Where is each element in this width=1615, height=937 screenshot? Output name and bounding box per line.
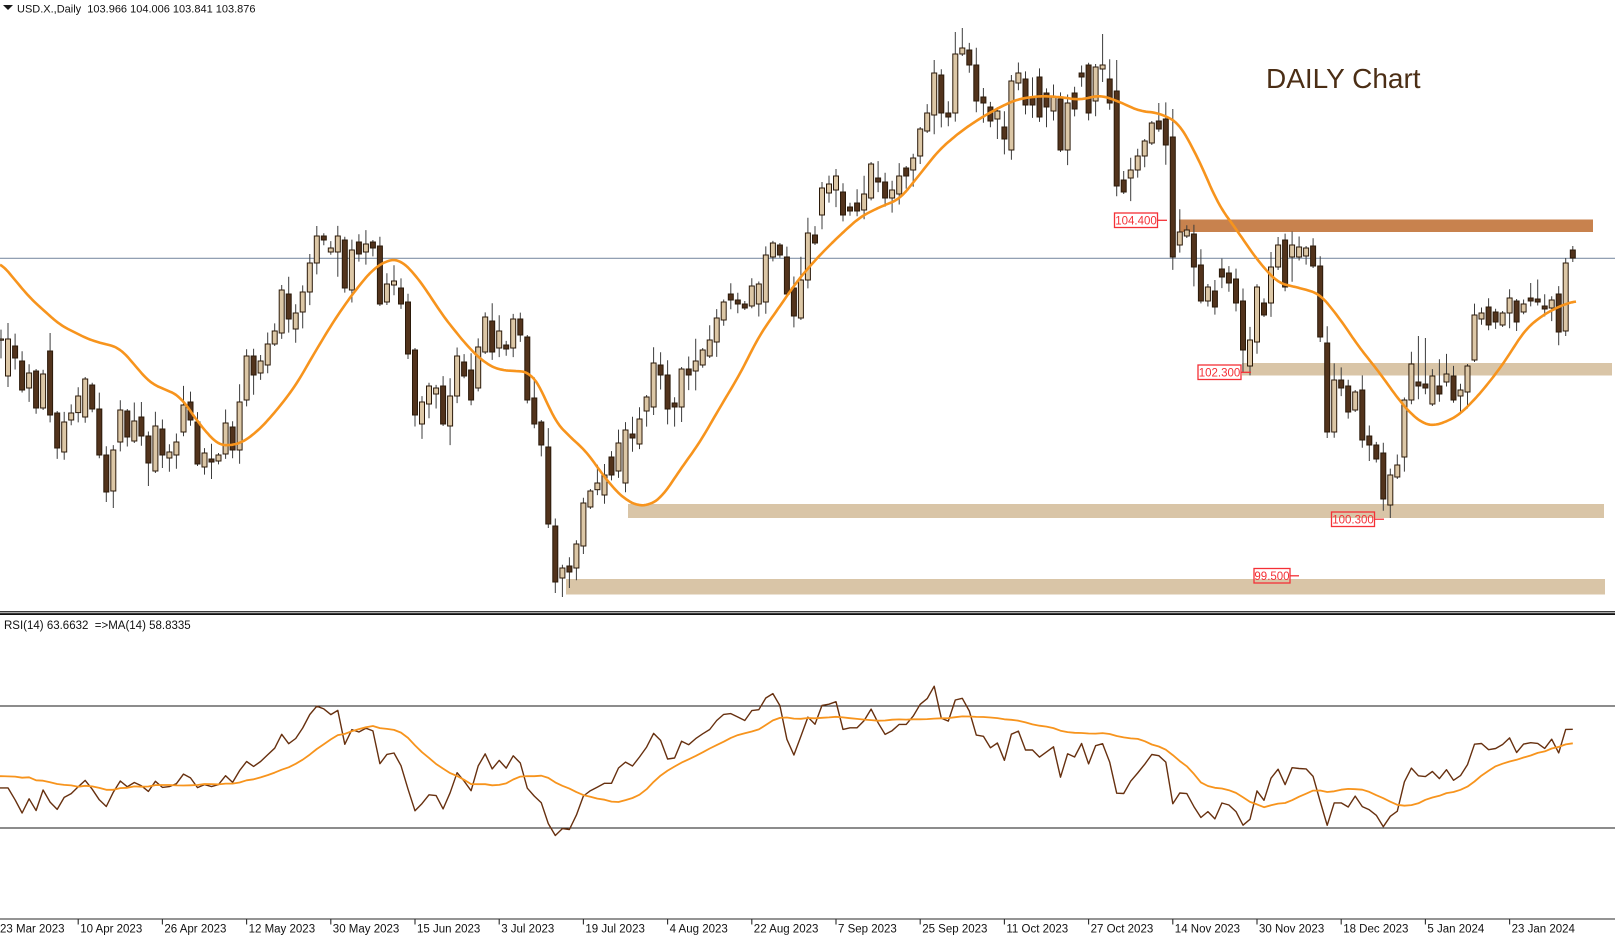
svg-text:100.300: 100.300 <box>1332 514 1374 526</box>
svg-text:11 Oct 2023: 11 Oct 2023 <box>1006 924 1068 936</box>
svg-text:23 Jan 2024: 23 Jan 2024 <box>1512 924 1576 936</box>
svg-text:22 Aug 2023: 22 Aug 2023 <box>754 924 819 936</box>
svg-text:5 Jan 2024: 5 Jan 2024 <box>1427 924 1485 936</box>
svg-text:30 Nov 2023: 30 Nov 2023 <box>1259 924 1324 936</box>
svg-text:12 May 2023: 12 May 2023 <box>249 924 316 936</box>
svg-text:4 Aug 2023: 4 Aug 2023 <box>670 924 728 936</box>
svg-text:99.500: 99.500 <box>1254 571 1289 583</box>
svg-text:14 Nov 2023: 14 Nov 2023 <box>1175 924 1240 936</box>
svg-text:15 Jun 2023: 15 Jun 2023 <box>417 924 480 936</box>
svg-text:3 Jul 2023: 3 Jul 2023 <box>501 924 554 936</box>
svg-text:26 Apr 2023: 26 Apr 2023 <box>164 924 226 936</box>
svg-text:18 Dec 2023: 18 Dec 2023 <box>1343 924 1408 936</box>
svg-text:102.300: 102.300 <box>1199 367 1241 379</box>
svg-text:19 Jul 2023: 19 Jul 2023 <box>585 924 644 936</box>
svg-text:30 May 2023: 30 May 2023 <box>333 924 400 936</box>
svg-text:USD.X.,Daily 103.966 104.006: USD.X.,Daily 103.966 104.006 103.841 103… <box>17 4 256 16</box>
svg-text:10 Apr 2023: 10 Apr 2023 <box>80 924 142 936</box>
svg-text:7 Sep 2023: 7 Sep 2023 <box>838 924 897 936</box>
svg-text:27 Oct 2023: 27 Oct 2023 <box>1091 924 1154 936</box>
svg-text:RSI(14) 63.6632 =>MA(14) 58.8: RSI(14) 63.6632 =>MA(14) 58.8335 <box>4 620 191 632</box>
svg-text:25 Sep 2023: 25 Sep 2023 <box>922 924 987 936</box>
svg-text:DAILY Chart: DAILY Chart <box>1266 63 1421 94</box>
svg-text:23 Mar 2023: 23 Mar 2023 <box>0 924 65 936</box>
svg-text:104.400: 104.400 <box>1115 215 1157 227</box>
